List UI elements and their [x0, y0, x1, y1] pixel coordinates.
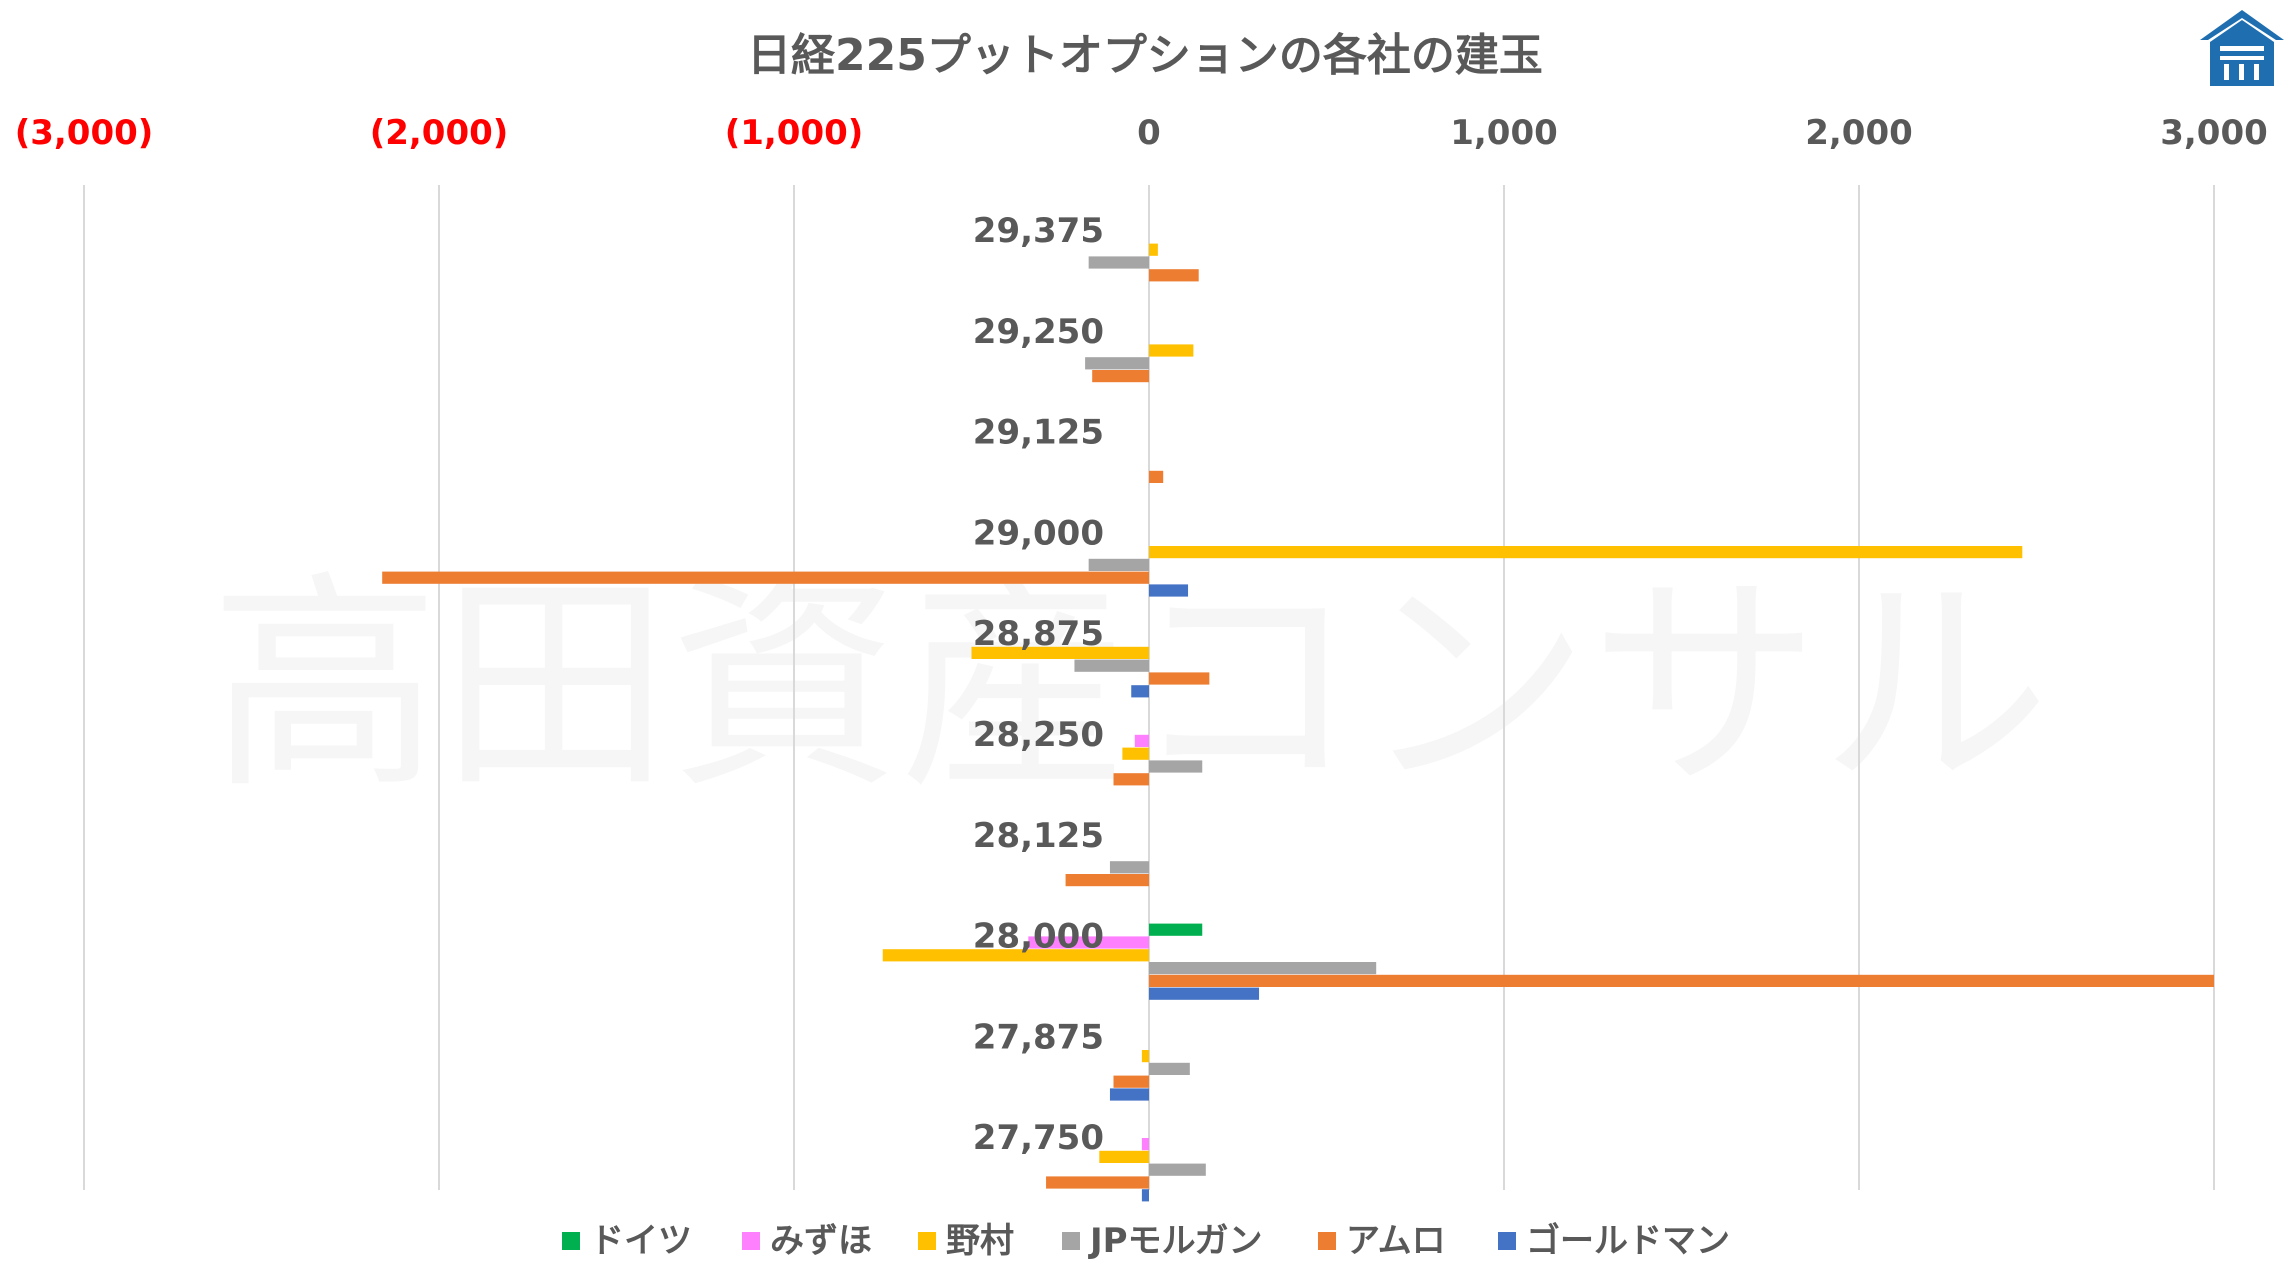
y-category-label-27750: 27,750 — [973, 1118, 1104, 1158]
y-category-label-28000: 28,000 — [973, 917, 1104, 957]
x-axis-ticks: (3,000) (2,000) (1,000) 0 1,000 2,000 3,000 — [15, 113, 2268, 153]
logo-pillar-1 — [2224, 64, 2229, 80]
x-tick-label-3000: 3,000 — [2160, 113, 2268, 153]
bar-28250-4 — [1113, 773, 1149, 786]
bar-28875-2 — [971, 646, 1149, 659]
legend-swatch-2 — [918, 1232, 936, 1250]
logo-stripe-2 — [2220, 56, 2264, 60]
y-category-label-29125: 29,125 — [973, 413, 1104, 453]
legend: ドイツ みずほ 野村 JPモルガン アムロ ゴールドマン — [562, 1221, 1730, 1261]
bar-28250-2 — [1122, 747, 1149, 760]
logo-pillar-3 — [2254, 64, 2259, 80]
legend-label-1: みずほ — [770, 1221, 872, 1261]
logo-pillar-2 — [2239, 64, 2244, 80]
logo-stripe-1 — [2220, 46, 2264, 51]
bar-29125-4 — [1149, 470, 1164, 483]
bar-28000-4 — [1149, 974, 2214, 987]
legend-swatch-4 — [1318, 1232, 1336, 1250]
legend-label-2: 野村 — [946, 1221, 1014, 1261]
bar-27875-5 — [1109, 1088, 1149, 1101]
legend-label-4: アムロ — [1346, 1221, 1446, 1261]
bar-28125-3 — [1109, 861, 1149, 874]
bar-28875-3 — [1074, 659, 1149, 672]
bar-29000-2 — [1149, 546, 2023, 559]
x-tick-label-0: 0 — [1137, 113, 1161, 153]
legend-label-5: ゴールドマン — [1526, 1221, 1730, 1261]
x-tick-label-2000: 2,000 — [1805, 113, 1913, 153]
bar-29375-4 — [1149, 269, 1199, 282]
y-category-label-29250: 29,250 — [973, 312, 1104, 352]
bar-28125-4 — [1065, 874, 1149, 887]
chart-title: 日経225プットオプションの各社の建玉 — [747, 30, 1543, 81]
legend-label-3: JPモルガン — [1088, 1221, 1263, 1261]
bar-29250-4 — [1092, 370, 1149, 383]
bar-27750-4 — [1046, 1176, 1149, 1189]
legend-label-0: ドイツ — [590, 1221, 692, 1261]
bar-28000-1 — [1028, 936, 1149, 949]
bar-27875-4 — [1113, 1075, 1149, 1088]
x-tick-label-2000: (2,000) — [370, 113, 509, 153]
y-category-label-27875: 27,875 — [973, 1017, 1104, 1057]
x-tick-label-1000: (1,000) — [725, 113, 864, 153]
bar-28000-3 — [1149, 962, 1377, 975]
bar-29250-2 — [1149, 344, 1194, 357]
y-category-label-28250: 28,250 — [973, 715, 1104, 755]
bar-28875-5 — [1131, 685, 1149, 698]
bar-28000-2 — [882, 949, 1149, 962]
y-category-label-29000: 29,000 — [973, 513, 1104, 553]
bar-29000-4 — [382, 571, 1149, 584]
bar-marks — [382, 243, 2214, 1202]
bar-29000-3 — [1088, 558, 1149, 571]
bar-29375-2 — [1149, 243, 1158, 256]
legend-swatch-1 — [742, 1232, 760, 1250]
bar-27750-5 — [1141, 1189, 1149, 1202]
bar-28000-0 — [1149, 923, 1203, 936]
y-category-label-28125: 28,125 — [973, 816, 1104, 856]
bar-27750-3 — [1149, 1163, 1206, 1176]
bar-27875-3 — [1149, 1062, 1190, 1075]
logo-roof — [2200, 10, 2284, 40]
legend-swatch-0 — [562, 1232, 580, 1250]
bar-27875-2 — [1141, 1050, 1149, 1063]
legend-swatch-3 — [1062, 1232, 1080, 1250]
bar-28250-1 — [1134, 734, 1149, 747]
bar-29375-3 — [1088, 256, 1149, 269]
y-category-label-28875: 28,875 — [973, 614, 1104, 654]
bar-27750-1 — [1141, 1138, 1149, 1151]
bar-29000-5 — [1149, 584, 1189, 597]
y-category-label-29375: 29,375 — [973, 211, 1104, 251]
bar-28250-3 — [1149, 760, 1203, 773]
x-tick-label-3000: (3,000) — [15, 113, 154, 153]
bar-28875-4 — [1149, 672, 1210, 685]
bar-29250-3 — [1085, 357, 1149, 370]
legend-swatch-5 — [1498, 1232, 1516, 1250]
blue-house-logo — [2200, 10, 2284, 86]
x-tick-label-1000: 1,000 — [1450, 113, 1558, 153]
y-axis-categories: 29,375 29,250 29,125 29,000 28,875 28,250 28,1… — [973, 211, 1104, 1158]
bar-27750-2 — [1099, 1150, 1149, 1163]
bar-28000-5 — [1149, 987, 1260, 1000]
